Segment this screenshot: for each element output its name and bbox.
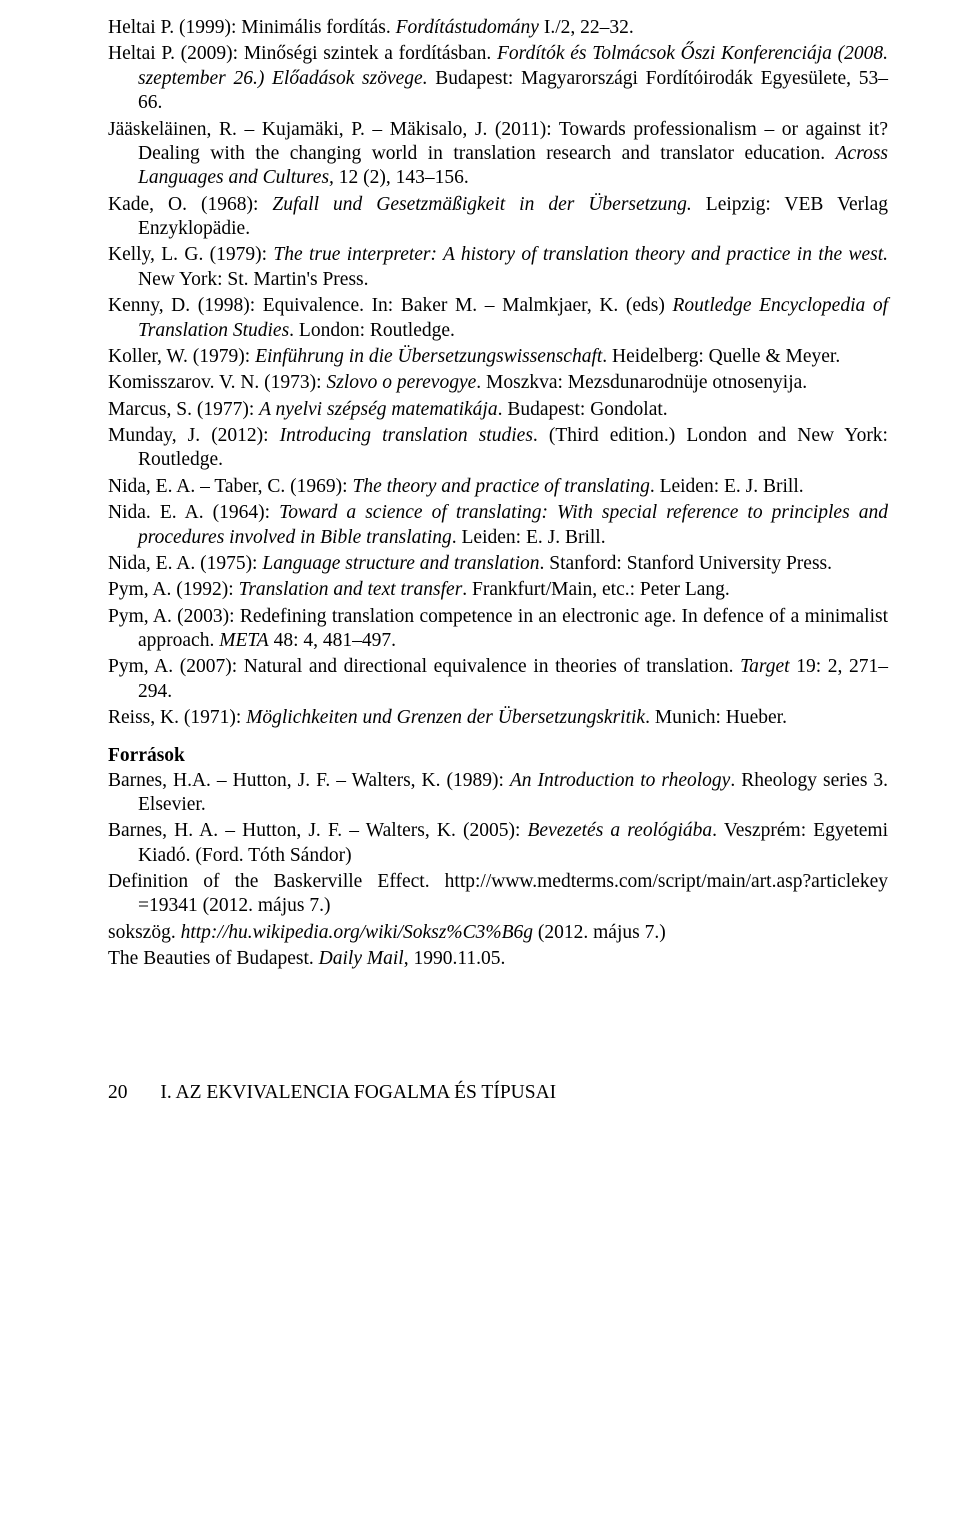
reference-entry: Kelly, L. G. (1979): The true interprete… [108,243,888,292]
ref-italic: Daily Mail [319,948,404,969]
ref-italic: Target [740,656,790,677]
ref-text: (2012. május 7.) [533,922,666,943]
ref-text: . Budapest: Gondolat. [498,399,668,420]
ref-text: Barnes, H.A. – Hutton, J. F. – Walters, … [108,770,510,791]
page-footer: 20 I. AZ EKVIVALENCIA FOGALMA ÉS TÍPUSAI [108,1082,888,1104]
sources-list: Barnes, H.A. – Hutton, J. F. – Walters, … [108,769,888,972]
page-number: 20 [108,1082,128,1104]
ref-text: Komisszarov. V. N. (1973): [108,372,326,393]
reference-entry: Jääskeläinen, R. – Kujamäki, P. – Mäkisa… [108,118,888,191]
ref-italic: Möglichkeiten und Grenzen der Übersetzun… [246,707,645,728]
ref-text: . Moszkva: Mezsdunarodnüje otnosenyija. [476,372,807,393]
source-entry: Barnes, H.A. – Hutton, J. F. – Walters, … [108,769,888,818]
ref-italic: The true interpreter: A history of trans… [273,244,888,265]
ref-italic: http://hu.wikipedia.org/wiki/Soksz%C3%B6… [181,922,533,943]
ref-italic: Introducing translation studies [280,425,533,446]
ref-text: . Leiden: E. J. Brill. [650,476,804,497]
reference-entry: Pym, A. (2007): Natural and directional … [108,655,888,704]
reference-entry: Nida, E. A. – Taber, C. (1969): The theo… [108,475,888,499]
ref-text: sokszög. [108,922,181,943]
reference-entry: Koller, W. (1979): Einführung in die Übe… [108,345,888,369]
ref-text: Definition of the Baskerville Effect. ht… [108,871,888,916]
source-entry: sokszög. http://hu.wikipedia.org/wiki/So… [108,921,888,945]
ref-italic: A nyelvi szépség matematikája [259,399,497,420]
reference-entry: Komisszarov. V. N. (1973): Szlovo o pere… [108,371,888,395]
ref-italic: Bevezetés a reológiába [528,820,713,841]
ref-italic: Einführung in die Übersetzungswissenscha… [255,346,602,367]
ref-text: Kenny, D. (1998): Equivalence. In: Baker… [108,295,672,316]
ref-italic: Language structure and translation [262,553,539,574]
reference-entry: Kenny, D. (1998): Equivalence. In: Baker… [108,294,888,343]
reference-entry: Heltai P. (2009): Minőségi szintek a for… [108,42,888,115]
ref-text: Pym, A. (1992): [108,579,239,600]
ref-italic: META [219,630,268,651]
reference-entry: Nida. E. A. (1964): Toward a science of … [108,501,888,550]
source-entry: The Beauties of Budapest. Daily Mail, 19… [108,947,888,971]
ref-text: Munday, J. (2012): [108,425,280,446]
ref-text: Nida, E. A. (1975): [108,553,262,574]
ref-text: Koller, W. (1979): [108,346,255,367]
reference-entry: Reiss, K. (1971): Möglichkeiten und Gren… [108,706,888,730]
reference-entry: Pym, A. (1992): Translation and text tra… [108,578,888,602]
ref-text: New York: St. Martin's Press. [138,269,369,290]
ref-text: Reiss, K. (1971): [108,707,246,728]
source-entry: Barnes, H. A. – Hutton, J. F. – Walters,… [108,819,888,868]
ref-italic: An Introduction to rheology [510,770,731,791]
ref-italic: Fordítástudomány [396,17,539,38]
footer-section-title: I. AZ EKVIVALENCIA FOGALMA ÉS TÍPUSAI [160,1082,556,1104]
ref-italic: The theory and practice of translating [352,476,649,497]
reference-entry: Munday, J. (2012): Introducing translati… [108,424,888,473]
ref-text: Pym, A. (2007): Natural and directional … [108,656,740,677]
ref-text: . Frankfurt/Main, etc.: Peter Lang. [462,579,730,600]
ref-italic: Zufall und Gesetzmäßigkeit in der Überse… [272,194,691,215]
ref-text: 48: 4, 481–497. [269,630,396,651]
ref-italic: Szlovo o perevogye [326,372,476,393]
ref-text: . Leiden: E. J. Brill. [452,527,606,548]
reference-entry: Kade, O. (1968): Zufall und Gesetzmäßigk… [108,193,888,242]
ref-text: The Beauties of Budapest. [108,948,319,969]
source-entry: Definition of the Baskerville Effect. ht… [108,870,888,919]
ref-text: Nida. E. A. (1964): [108,502,279,523]
ref-text: . Heidelberg: Quelle & Meyer. [602,346,840,367]
ref-text: . London: Routledge. [289,320,455,341]
page-content: Heltai P. (1999): Minimális fordítás. Fo… [0,0,960,1144]
reference-entry: Marcus, S. (1977): A nyelvi szépség mate… [108,398,888,422]
ref-text: , 1990.11.05. [404,948,506,969]
ref-text: Kade, O. (1968): [108,194,272,215]
reference-entry: Nida, E. A. (1975): Language structure a… [108,552,888,576]
reference-entry: Heltai P. (1999): Minimális fordítás. Fo… [108,16,888,40]
ref-text: Heltai P. (1999): Minimális fordítás. [108,17,396,38]
ref-text: Jääskeläinen, R. – Kujamäki, P. – Mäkisa… [108,119,888,164]
ref-text: . Munich: Hueber. [645,707,787,728]
ref-text: I./2, 22–32. [539,17,634,38]
ref-text: Heltai P. (2009): Minőségi szintek a for… [108,43,497,64]
reference-entry: Pym, A. (2003): Redefining translation c… [108,605,888,654]
ref-text: 12 (2), 143–156. [334,167,469,188]
ref-text: Nida, E. A. – Taber, C. (1969): [108,476,352,497]
sources-heading: Források [108,745,888,767]
references-list: Heltai P. (1999): Minimális fordítás. Fo… [108,16,888,731]
ref-text: Marcus, S. (1977): [108,399,259,420]
ref-text: Barnes, H. A. – Hutton, J. F. – Walters,… [108,820,528,841]
ref-text: . Stanford: Stanford University Press. [540,553,832,574]
ref-text: Kelly, L. G. (1979): [108,244,273,265]
ref-italic: Translation and text transfer [239,579,463,600]
